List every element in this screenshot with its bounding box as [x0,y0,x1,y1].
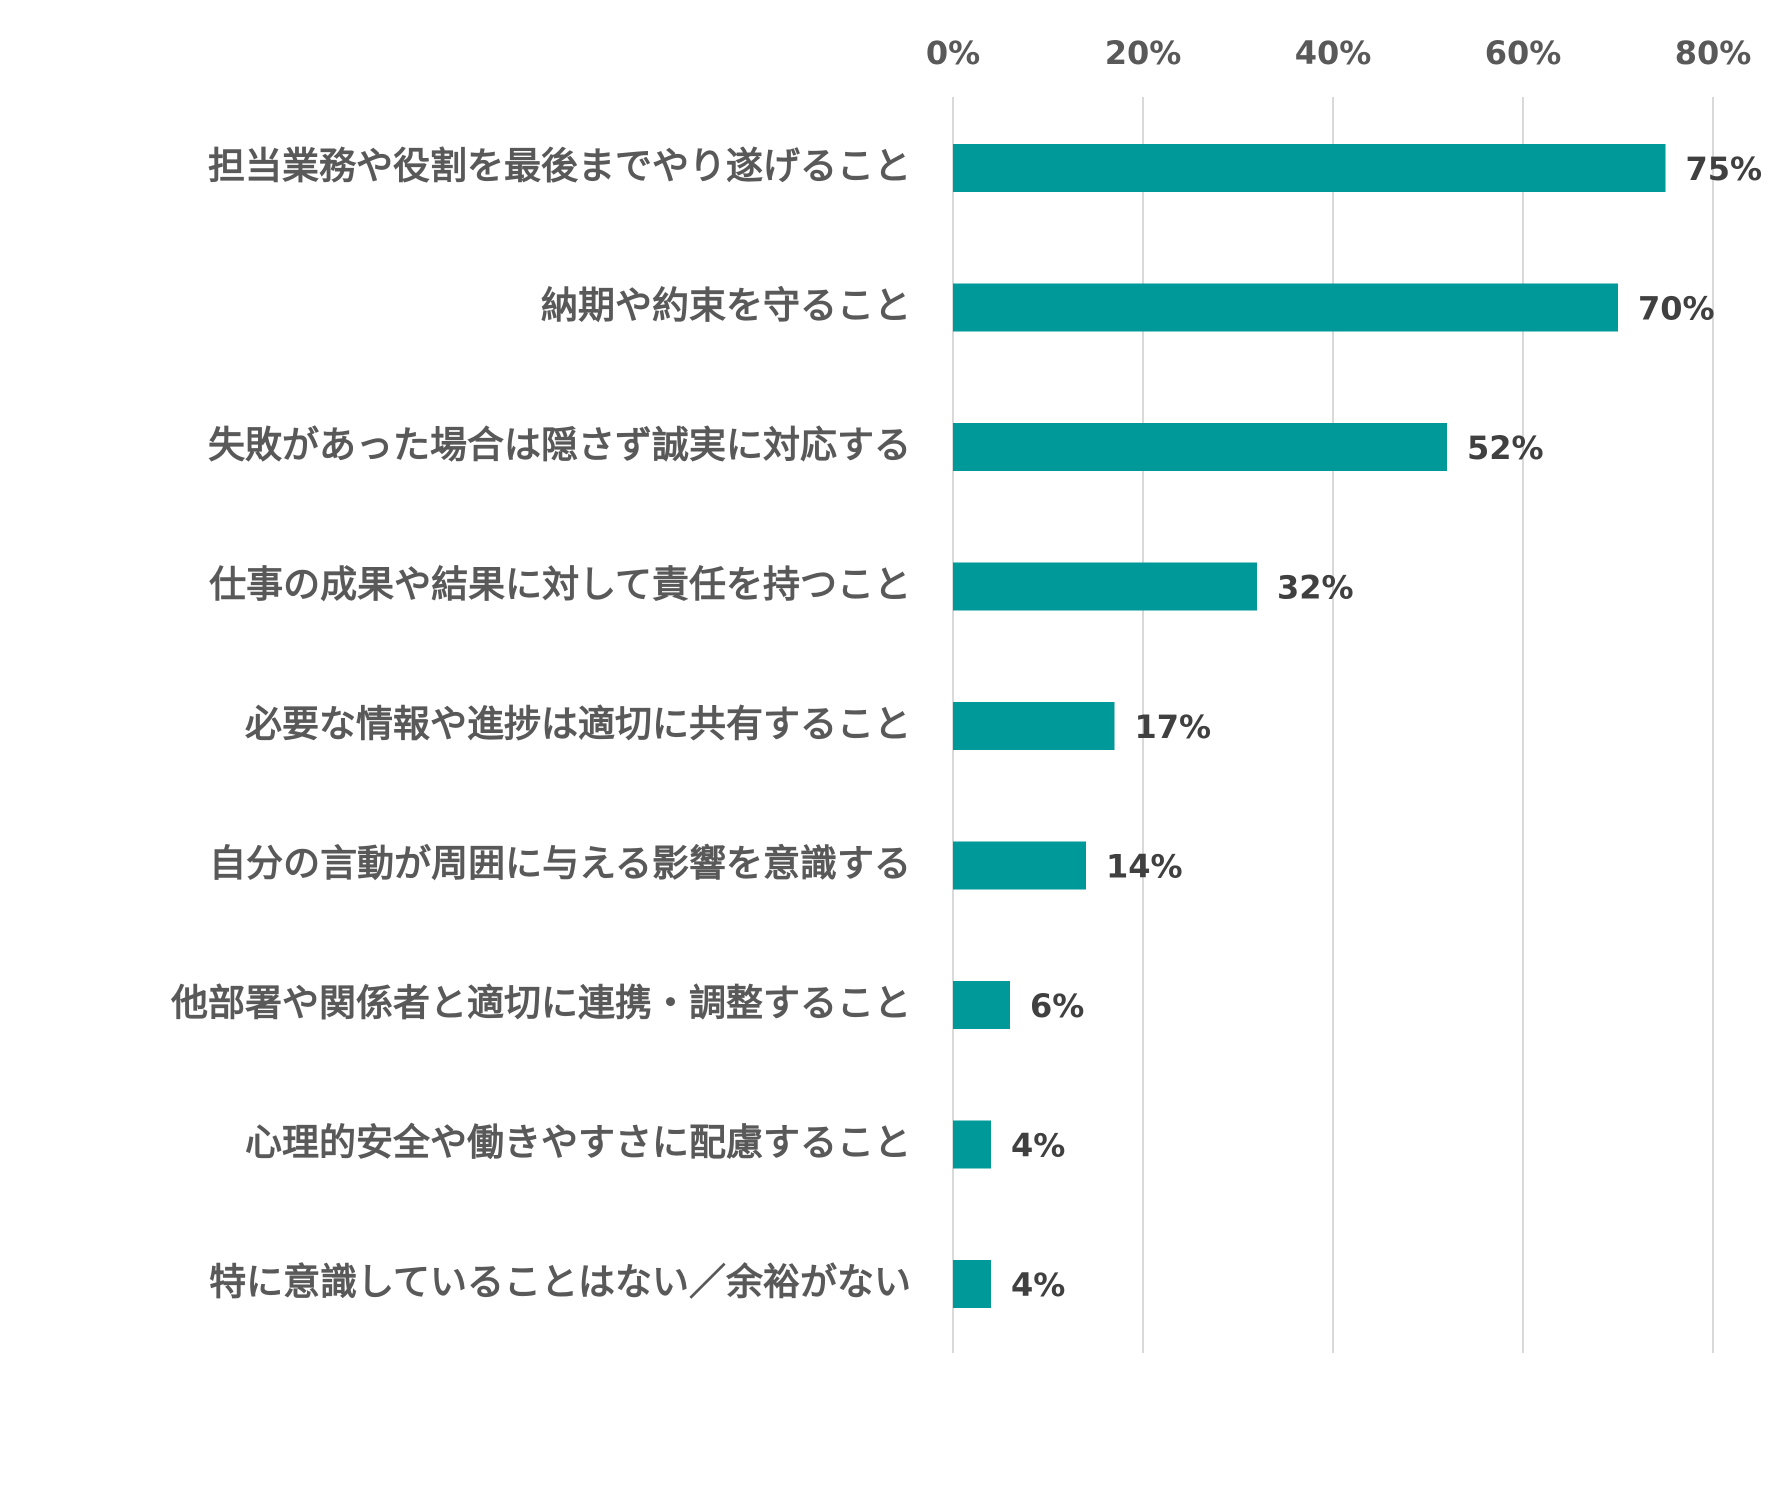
bars [953,144,1666,1308]
category-label: 仕事の成果や結果に対して責任を持つこと [209,563,911,606]
data-label: 75% [1686,150,1763,188]
bar [953,841,1086,890]
data-label: 6% [1030,987,1084,1025]
bar [953,283,1618,332]
x-tick-label: 40% [1295,34,1372,72]
data-label: 14% [1106,848,1183,886]
category-label: 担当業務や役割を最後までやり遂げること [208,145,911,188]
x-tick-label: 20% [1105,34,1182,72]
data-label: 4% [1011,1127,1065,1165]
category-label: 自分の言動が周囲に与える影響を意識する [209,842,911,885]
x-tick-label: 80% [1675,34,1752,72]
data-label: 70% [1638,290,1715,328]
x-tick-label: 60% [1485,34,1562,72]
data-label: 4% [1011,1266,1065,1304]
bar [953,702,1115,750]
category-label: 特に意識していることはない／余裕がない [209,1261,911,1304]
category-label: 納期や約束を守ること [541,284,911,327]
bar [953,1120,991,1169]
bar [953,144,1666,192]
bar [953,423,1447,471]
data-label: 32% [1277,569,1354,607]
bar [953,1260,991,1308]
category-label: 心理的安全や働きやすさに配慮すること [245,1121,911,1164]
data-label: 17% [1135,708,1212,746]
bar [953,981,1010,1029]
x-tick-label: 0% [926,34,980,72]
x-axis-ticks: 0% 20% 40% 60% 80% [926,34,1751,72]
category-labels: 担当業務や役割を最後までやり遂げること納期や約束を守ること失敗があった場合は隠さ… [170,145,911,1304]
bar [953,562,1257,611]
category-label: 他部署や関係者と適切に連携・調整すること [170,982,911,1025]
category-label: 失敗があった場合は隠さず誠実に対応する [208,424,911,467]
data-label: 52% [1467,429,1544,467]
category-label: 必要な情報や進捗は適切に共有すること [245,703,911,746]
data-labels: 75% 70% 52% 32% 17% 14% 6% 4% 4% [1011,150,1762,1304]
